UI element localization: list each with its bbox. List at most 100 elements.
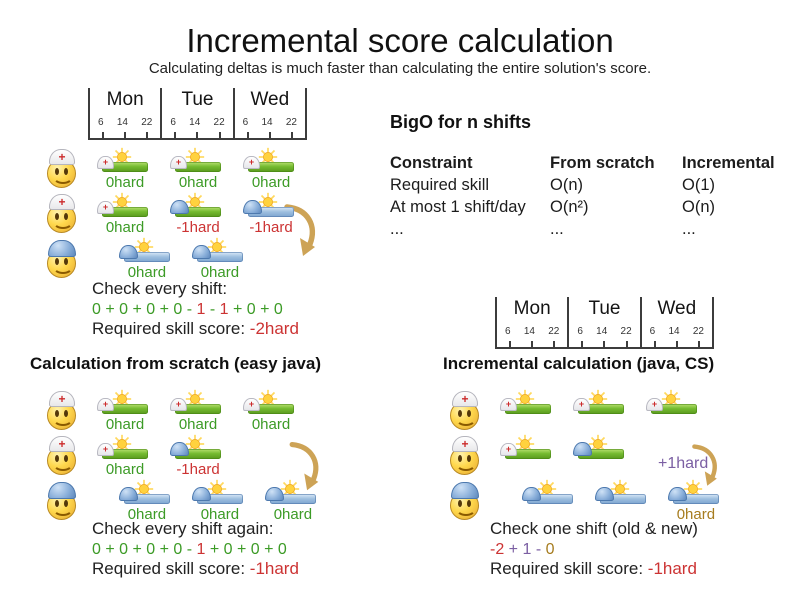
bigo-cell: Required skill <box>390 176 490 194</box>
smiley-mouth <box>53 502 73 516</box>
employee-nurse: + <box>448 436 482 475</box>
tick-mark <box>697 341 700 347</box>
nurse-cap-icon: + <box>452 391 478 407</box>
builder-hat-icon <box>118 487 138 501</box>
timeline-ticks <box>569 341 639 347</box>
tick-mark <box>553 341 556 347</box>
nurse-hat-icon: + <box>243 156 260 169</box>
employee-builder <box>448 482 482 520</box>
equation-token: + 0 + 0 + 0 <box>205 541 287 558</box>
equation-from-scratch-again: 0 + 0 + 0 + 0 - 1 + 0 + 0 + 0 <box>92 541 287 559</box>
shift-bar-green <box>505 404 551 414</box>
employee-nurse: + <box>448 391 482 430</box>
smiley-mouth <box>53 215 73 229</box>
shift: +0hard <box>97 192 150 237</box>
shift <box>573 434 626 479</box>
timeline-day-label: Wed <box>657 298 697 319</box>
score-label: Required skill score: <box>92 559 250 578</box>
tick-mark <box>603 341 606 347</box>
shift: +0hard <box>243 389 296 434</box>
tick-mark <box>675 341 678 347</box>
shift-bar-green <box>248 162 294 172</box>
tick-mark <box>102 132 104 138</box>
bigo-cell: O(n²) <box>550 198 589 216</box>
shift-score-label: 0hard <box>200 506 240 523</box>
equation-token: 1 <box>219 301 229 318</box>
delta-score-label: +1hard <box>658 455 709 472</box>
nurse-hat-icon: + <box>170 398 187 411</box>
builder-hat-icon <box>170 442 189 456</box>
tick-mark <box>653 341 656 347</box>
timeline-hour-label: 6 <box>242 117 249 128</box>
smiley-mouth <box>456 412 476 426</box>
timeline-day: Wed 6 14 22 <box>639 297 714 347</box>
shift-bar-blue <box>123 252 170 262</box>
timeline-day-label: Wed <box>250 89 290 110</box>
tick-mark <box>196 132 199 138</box>
timeline-hour-label: 14 <box>116 117 128 128</box>
builder-hat-icon <box>521 487 541 501</box>
shift-score-label: 0hard <box>105 174 145 191</box>
nurse-hat-icon: + <box>243 398 260 411</box>
shift-bar-green <box>175 449 221 459</box>
equation-token: - <box>205 301 220 318</box>
shift-score-label: 0hard <box>178 174 218 191</box>
tick-mark <box>625 341 628 347</box>
timeline-day: Wed 6 14 22 <box>232 88 307 138</box>
timeline-hours: 6 14 22 <box>497 326 567 337</box>
hard-hat-icon <box>48 482 76 499</box>
timeline-hour-label: 22 <box>548 326 560 337</box>
equation-token: + 0 + 0 <box>228 301 283 318</box>
builder-hat-icon <box>118 245 138 259</box>
score-label: Required skill score: <box>92 319 250 338</box>
tick-mark <box>246 132 249 138</box>
hard-hat-icon <box>451 482 479 499</box>
nurse-hat-icon: + <box>97 398 114 411</box>
nurse-cap-icon: + <box>452 436 478 452</box>
tick-mark <box>174 132 177 138</box>
shift-score-label: 0hard <box>105 461 145 478</box>
timeline-day-label: Tue <box>181 89 214 110</box>
shift: +0hard <box>170 147 223 192</box>
shift: + <box>500 389 553 434</box>
shift-score-label: 0hard <box>105 219 145 236</box>
equation-token: -2 <box>490 541 505 558</box>
score-line-initial: Required skill score: -2hard <box>92 319 299 339</box>
timeline-ticks <box>235 132 305 138</box>
equation-token: - <box>531 541 546 558</box>
shift-bar-green <box>102 207 148 217</box>
timeline-hour-label: 14 <box>261 117 273 128</box>
move-arrow-icon <box>289 441 319 491</box>
bigo-table: Constraint From scratch Incremental Require… <box>390 152 794 240</box>
shift: + <box>573 389 626 434</box>
shift-bar-green <box>578 404 624 414</box>
employee-builder <box>45 482 79 520</box>
nurse-cap-icon: + <box>49 194 75 210</box>
nurse-hat-icon: + <box>573 398 590 411</box>
smiley-mouth <box>456 457 476 471</box>
shift: 0hard <box>118 237 172 282</box>
timeline-ticks <box>642 341 712 347</box>
shift-bar-green <box>248 404 294 414</box>
score-value: -1hard <box>647 559 697 578</box>
caption-check-every-shift: Check every shift: <box>92 279 228 298</box>
equation-from-scratch-initial: 0 + 0 + 0 + 0 - 1 - 1 + 0 + 0 <box>92 301 283 319</box>
nurse-cap-icon: + <box>49 436 75 452</box>
timeline-day-label: Mon <box>106 89 144 110</box>
equation-token: 0 <box>545 541 555 558</box>
shift-bar-green <box>102 404 148 414</box>
timeline-day: Mon 6 14 22 <box>88 88 160 138</box>
timeline-hours: 6 14 22 <box>90 117 160 128</box>
equation-token: 1 <box>196 541 206 558</box>
shift-bar-blue <box>526 494 573 504</box>
tick-mark <box>124 132 127 138</box>
bigo-cell: ... <box>390 220 404 238</box>
score-value: -1hard <box>249 559 299 578</box>
section-title-incremental: Incremental calculation (java, CS) <box>443 354 715 373</box>
shift-score-label: -1hard <box>176 219 220 236</box>
bigo-cell: O(1) <box>682 176 715 194</box>
tick-mark <box>509 341 511 347</box>
bigo-cell: At most 1 shift/day <box>390 198 526 216</box>
shift: +0hard <box>97 389 150 434</box>
shift: -1hard <box>170 192 223 237</box>
